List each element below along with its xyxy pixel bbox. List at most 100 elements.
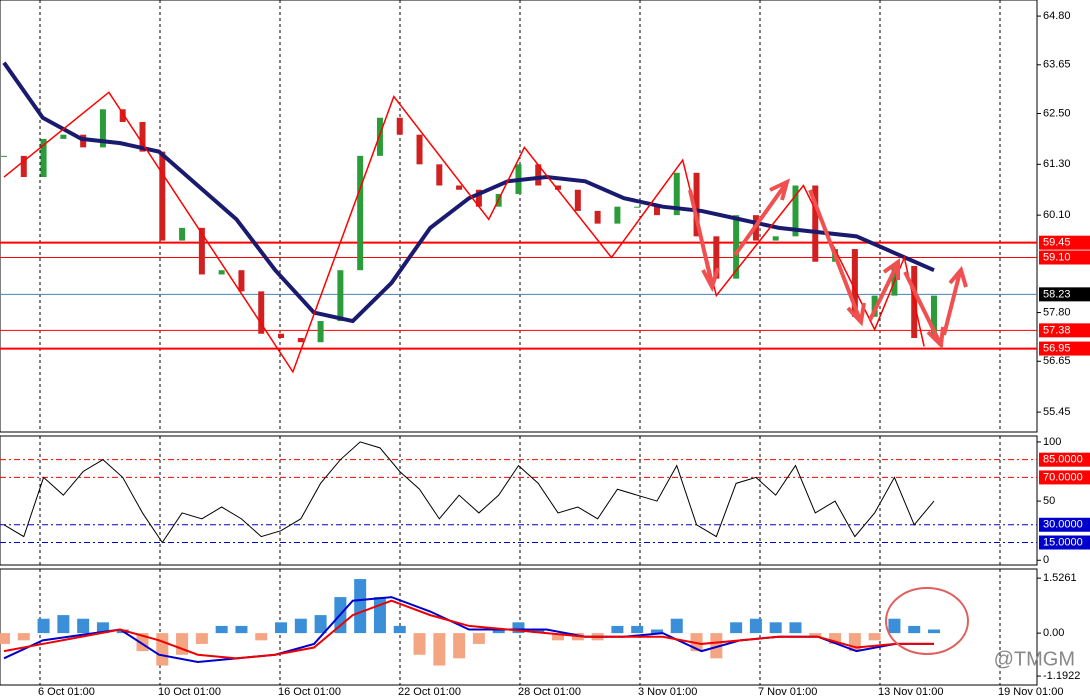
candle: [218, 270, 225, 275]
watermark: @TMGM: [994, 648, 1075, 670]
x-tick-label: 7 Nov 01:00: [758, 686, 817, 698]
histogram-bar: [255, 633, 268, 641]
candle: [357, 155, 364, 271]
candle: [772, 236, 779, 241]
histogram-bar: [275, 622, 288, 634]
candle: [119, 109, 126, 122]
y-tick-label: 56.65: [1043, 355, 1071, 367]
level-label: 30.0000: [1043, 519, 1083, 531]
y-tick-label: 0: [1043, 554, 1049, 566]
candle: [416, 134, 423, 165]
price-panel: [0, 0, 1038, 433]
histogram-bar: [611, 625, 624, 634]
oscillator-line: [3, 441, 935, 544]
histogram-bar: [156, 633, 169, 666]
histogram-bar: [57, 615, 70, 634]
histogram-bar: [512, 622, 525, 634]
y-tick-label: 64.80: [1043, 10, 1071, 22]
candle: [673, 172, 680, 216]
candle: [278, 333, 285, 338]
histogram-bar: [710, 633, 723, 659]
candle: [317, 321, 324, 343]
macd-line: [3, 599, 934, 660]
histogram-bar: [294, 618, 307, 634]
histogram-bar: [215, 625, 228, 634]
candle: [396, 117, 403, 135]
candle: [574, 189, 581, 211]
x-tick-label: 10 Oct 01:00: [158, 686, 221, 698]
candle: [20, 155, 27, 178]
candle: [594, 210, 601, 224]
histogram-bar: [532, 629, 545, 634]
candle: [258, 291, 265, 334]
y-tick-label: 63.65: [1043, 59, 1071, 71]
histogram-bar: [789, 622, 802, 634]
arrow: [868, 258, 900, 321]
histogram-bar: [314, 615, 327, 634]
y-tick-label: 100: [1043, 436, 1061, 448]
histogram-bar: [393, 625, 406, 634]
level-label: 85.0000: [1043, 454, 1083, 466]
annotation-arrows: [688, 178, 969, 655]
candle: [792, 185, 799, 237]
y-tick-label: 0.00: [1043, 627, 1064, 639]
histogram-bar: [670, 618, 683, 634]
level-label: 70.0000: [1043, 471, 1083, 483]
y-tick-label: -1.1922: [1043, 670, 1080, 682]
level-label: 57.38: [1043, 324, 1071, 336]
histogram-bar: [354, 579, 367, 634]
arrow: [903, 271, 945, 350]
zigzag: [3, 91, 925, 374]
arrow: [688, 189, 720, 293]
highlight-circle: [885, 587, 969, 655]
candle: [238, 270, 245, 292]
histogram-bar: [77, 618, 90, 634]
candle: [1, 155, 7, 157]
histogram-bar: [829, 633, 842, 644]
level-label: 58.23: [1043, 288, 1071, 300]
level-label: 15.0000: [1043, 536, 1083, 548]
level-label-bg: [1039, 452, 1090, 467]
x-tick-label: 3 Nov 01:00: [638, 686, 697, 698]
level-label-bg: [1039, 517, 1090, 532]
level-label-bg: [1039, 341, 1090, 356]
candle: [159, 151, 166, 241]
candle: [634, 206, 641, 208]
x-tick-label: 16 Oct 01:00: [278, 686, 341, 698]
candle: [198, 227, 205, 275]
x-tick-label: 19 Nov 01:00: [998, 686, 1063, 698]
candle: [297, 337, 304, 343]
y-tick-label: 62.50: [1043, 107, 1071, 119]
candle: [614, 206, 621, 224]
histogram-bar: [235, 625, 248, 634]
arrow: [942, 265, 968, 336]
histogram-bar: [908, 625, 921, 634]
level-label: 56.95: [1043, 342, 1071, 354]
candle: [851, 249, 858, 317]
candle: [733, 215, 740, 279]
level-label-bg: [1039, 235, 1090, 250]
histogram-bar: [749, 618, 762, 634]
candle: [376, 117, 383, 156]
level-label-bg: [1039, 287, 1090, 302]
histogram-bar: [730, 622, 743, 634]
histogram-bar: [769, 622, 782, 634]
x-tick-label: 28 Oct 01:00: [518, 686, 581, 698]
candle: [713, 236, 720, 279]
level-label: 59.10: [1043, 251, 1071, 263]
moving-average: [2, 61, 935, 324]
level-label-bg: [1039, 535, 1090, 550]
histogram-bar: [195, 633, 208, 644]
histogram-bar: [631, 625, 644, 634]
level-label-bg: [1039, 250, 1090, 265]
candle: [555, 185, 562, 190]
candle: [931, 295, 937, 338]
histogram-bar: [888, 618, 901, 634]
histogram-bar: [492, 629, 505, 634]
candle: [40, 138, 47, 178]
x-tick-label: 22 Oct 01:00: [398, 686, 461, 698]
histogram-bar: [413, 633, 426, 655]
histogram-bar: [0, 633, 10, 644]
oscillator-panel: [0, 435, 1038, 566]
x-tick-label: 13 Nov 01:00: [878, 686, 943, 698]
